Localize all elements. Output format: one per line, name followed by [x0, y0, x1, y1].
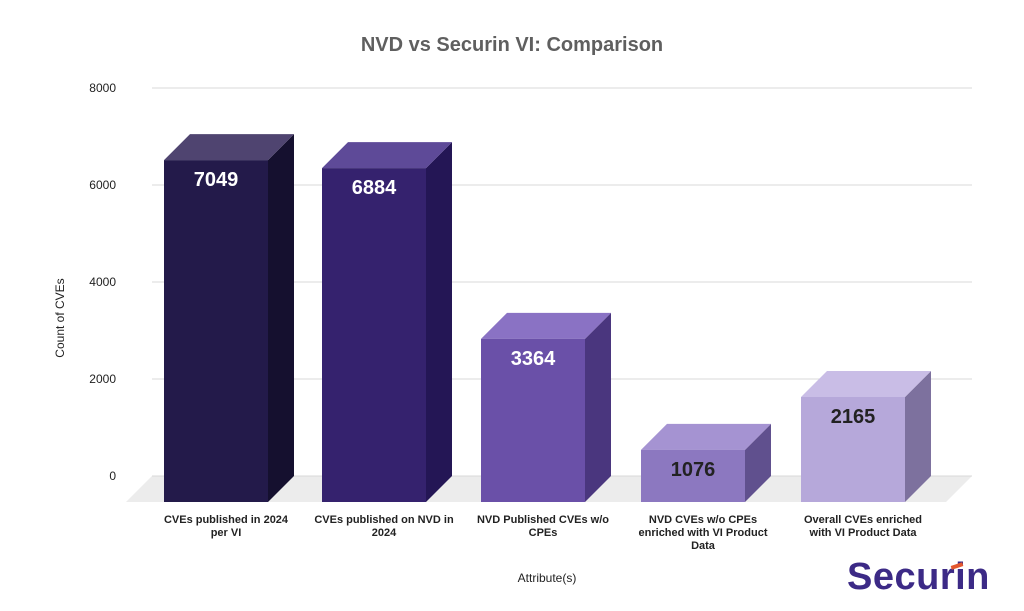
bar-top [164, 134, 294, 161]
x-tick-label: NVD CVEs w/o CPEs [649, 514, 757, 526]
securin-logo: Securin [847, 558, 990, 596]
x-tick-label: CVEs published in 2024 [164, 514, 289, 526]
y-tick-label: 6000 [89, 178, 116, 192]
bar-top [322, 142, 452, 169]
y-tick-label: 4000 [89, 275, 116, 289]
bar-value-label: 6884 [352, 177, 397, 199]
bar [481, 338, 585, 502]
x-tick-label: Overall CVEs enriched [804, 514, 922, 526]
bar-side [426, 142, 452, 502]
x-tick-label: per VI [211, 527, 242, 539]
x-tick-label: Data [691, 540, 716, 552]
bar-side [268, 134, 294, 502]
bar-top [641, 423, 771, 450]
y-tick-label: 2000 [89, 372, 116, 386]
bar-side [905, 370, 931, 502]
bar-value-label: 1076 [671, 459, 716, 481]
bar-top [481, 312, 611, 339]
bar-value-label: 2165 [831, 406, 876, 428]
bar-value-label: 7049 [194, 169, 239, 191]
x-tick-label: NVD Published CVEs w/o [477, 514, 609, 526]
x-tick-label: 2024 [372, 527, 397, 539]
bar-value-label: 3364 [511, 348, 556, 370]
bar [164, 160, 268, 502]
bar [801, 396, 905, 502]
y-axis-label: Count of CVEs [53, 278, 67, 358]
x-axis-label: Attribute(s) [517, 571, 577, 585]
y-tick-label: 0 [109, 469, 116, 483]
bar [322, 168, 426, 502]
bar [641, 449, 745, 502]
x-tick-label: enriched with VI Product [639, 527, 768, 539]
x-tick-label: CPEs [529, 527, 558, 539]
bar-top [801, 370, 931, 397]
x-tick-label: CVEs published on NVD in [314, 514, 454, 526]
bar-side [745, 423, 771, 502]
x-tick-label: with VI Product Data [809, 527, 918, 539]
bar-side [585, 312, 611, 502]
logo-text: Securin [847, 556, 990, 598]
chart-title: NVD vs Securin VI: Comparison [360, 34, 664, 56]
y-tick-label: 8000 [89, 81, 116, 95]
